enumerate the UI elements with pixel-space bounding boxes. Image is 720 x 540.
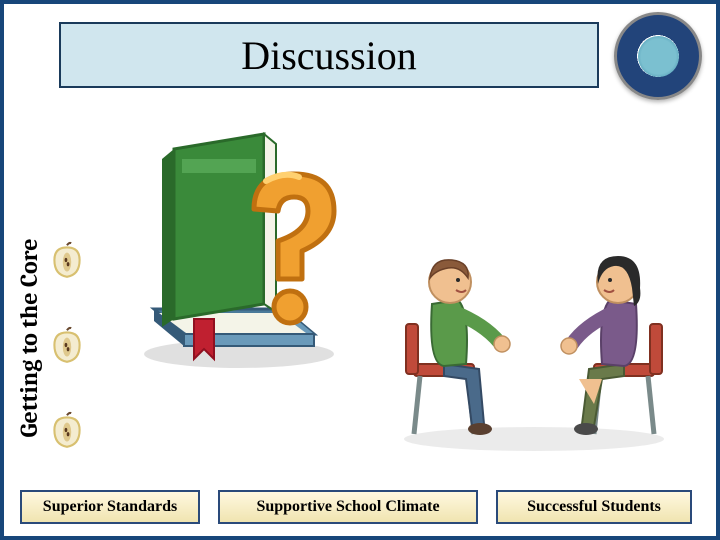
apple-icon (46, 409, 88, 451)
footer-box-students: Successful Students (496, 490, 692, 524)
footer-label: Superior Standards (43, 498, 177, 516)
sidebar-label: Getting to the Core (15, 218, 43, 458)
footer-box-standards: Superior Standards (20, 490, 200, 524)
title-box: Discussion (59, 22, 599, 88)
apple-icon (46, 324, 88, 366)
footer-label: Supportive School Climate (256, 498, 439, 516)
apple-icon (46, 239, 88, 281)
footer-label: Successful Students (527, 498, 661, 516)
sidebar: Getting to the Core (4, 204, 64, 484)
footer-box-climate: Supportive School Climate (218, 490, 478, 524)
people-talking-icon (384, 234, 684, 454)
page-title: Discussion (241, 32, 417, 79)
seal-icon (614, 12, 702, 100)
footer: Superior Standards Supportive School Cli… (20, 490, 700, 524)
books-question-icon (124, 109, 354, 369)
district-seal (614, 12, 702, 100)
